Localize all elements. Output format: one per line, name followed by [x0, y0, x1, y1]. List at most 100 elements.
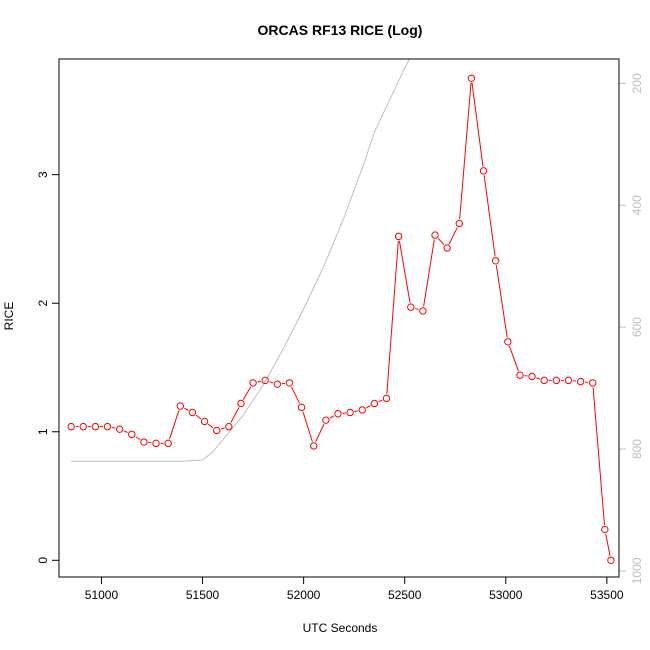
series-red-point-35: [491, 257, 500, 265]
series-red-segment-35: [495, 265, 508, 338]
series-red-point-40: [552, 376, 561, 385]
series-red-segment-19: [302, 411, 313, 442]
series-red-segment-44: [605, 533, 611, 556]
series-red-point-14: [237, 399, 245, 408]
series-red-segment-18: [291, 386, 301, 404]
series-red-point-15: [249, 379, 257, 387]
series-red-segment-32: [459, 82, 472, 220]
series-red-segment-26: [386, 240, 399, 394]
series-red-point-44: [601, 525, 609, 534]
right-tick-label-4: 1000: [630, 557, 644, 584]
series-red-point-31: [443, 244, 451, 252]
series-red-point-34: [479, 167, 488, 175]
series-red-segment-11: [207, 423, 214, 429]
series-red-point-6: [140, 438, 148, 446]
x-tick-label-3: 52500: [388, 588, 422, 602]
series-red-point-10: [188, 408, 197, 417]
series-red-segment-15: [257, 380, 261, 383]
series-red-point-9: [176, 402, 184, 410]
right-tick-label-2: 600: [630, 317, 644, 337]
series-red-point-38: [528, 372, 536, 381]
series-red-point-23: [346, 408, 354, 417]
series-red-point-13: [225, 422, 233, 431]
series-red-segment-20: [315, 424, 325, 443]
series-red-segment-23: [354, 410, 358, 413]
series-red-segment-38: [536, 377, 541, 380]
right-tick-label-1: 400: [630, 195, 644, 215]
series-red-segment-16: [269, 381, 274, 384]
series-red-segment-36: [508, 345, 519, 372]
series-red-point-3: [103, 422, 112, 431]
series-red-point-30: [431, 231, 439, 239]
series-red-point-43: [589, 379, 597, 387]
series-red-point-8: [164, 439, 172, 448]
series-red-segment-33: [471, 82, 484, 167]
series-gray-line: [71, 59, 411, 462]
series-red-point-25: [370, 399, 379, 408]
series-red-point-32: [455, 219, 463, 228]
y-axis-label: RICE: [2, 302, 16, 331]
series-red-point-36: [504, 338, 512, 346]
series-red-point-12: [212, 426, 221, 435]
series-red-point-29: [419, 307, 427, 315]
series-red-segment-8: [169, 410, 180, 440]
series-red-point-2: [91, 422, 100, 431]
x-tick-label-5: 53500: [590, 588, 624, 602]
y-tick-label-0: 0: [36, 557, 50, 564]
series-red-point-17: [273, 380, 282, 388]
series-red-segment-29: [423, 239, 435, 307]
series-red-point-7: [152, 439, 160, 448]
series-red-segment-13: [230, 407, 240, 423]
x-axis-label: UTC Seconds: [303, 621, 378, 635]
series-red-point-42: [576, 377, 585, 386]
x-tick-label-0: 51000: [85, 588, 119, 602]
series-red-point-16: [261, 376, 269, 385]
y-tick-label-2: 2: [36, 300, 50, 307]
series-red-point-27: [394, 232, 403, 241]
series-red-segment-9: [184, 407, 189, 411]
series-red-point-22: [334, 410, 342, 418]
series-red-segment-28: [414, 307, 419, 311]
series-red-point-5: [128, 430, 136, 439]
plot-frame: [58, 58, 620, 578]
series-red-segment-27: [398, 240, 411, 303]
y-tick-label-3: 3: [36, 171, 50, 178]
series-red-point-4: [115, 425, 124, 433]
series-red-point-1: [79, 422, 87, 431]
series-red-segment-5: [135, 436, 141, 441]
series-red-point-0: [67, 422, 75, 431]
series-red-segment-31: [448, 227, 458, 245]
series-red-point-28: [407, 303, 415, 311]
x-tick-label-1: 51500: [186, 588, 220, 602]
series-red-point-41: [564, 376, 573, 385]
series-red-segment-14: [242, 386, 252, 400]
series-red-point-18: [285, 379, 294, 387]
series-red-point-45: [607, 556, 615, 564]
series-red-segment-30: [437, 238, 445, 246]
series-red-point-33: [467, 74, 476, 82]
series-red-segment-43: [592, 387, 605, 525]
series-red-segment-4: [123, 430, 128, 434]
y-tick-label-1: 1: [36, 428, 50, 435]
series-red-point-39: [540, 376, 548, 385]
x-tick-label-4: 53000: [489, 588, 523, 602]
series-red-point-37: [516, 371, 524, 379]
series-red-point-26: [382, 394, 391, 403]
series-red-point-19: [297, 403, 306, 412]
series-red-segment-21: [329, 415, 335, 419]
series-red-segment-12: [220, 427, 225, 430]
series-red-segment-3: [111, 427, 116, 429]
plot-area: 51000 51500 52000 52500 53000 53500 0 1 2 3 200 400…: [36, 59, 644, 602]
series-red-segment-24: [365, 405, 371, 409]
series-red-point-11: [200, 417, 209, 426]
series-red-segment-25: [378, 399, 383, 403]
series-red-segment-10: [195, 414, 202, 420]
x-tick-label-2: 52000: [287, 588, 321, 602]
series-red-segment-34: [483, 175, 496, 257]
series-red-point-20: [310, 442, 318, 450]
chart-title: ORCAS RF13 RICE (Log): [258, 22, 423, 38]
right-tick-label-3: 800: [630, 439, 644, 459]
right-tick-label-0: 200: [630, 73, 644, 93]
